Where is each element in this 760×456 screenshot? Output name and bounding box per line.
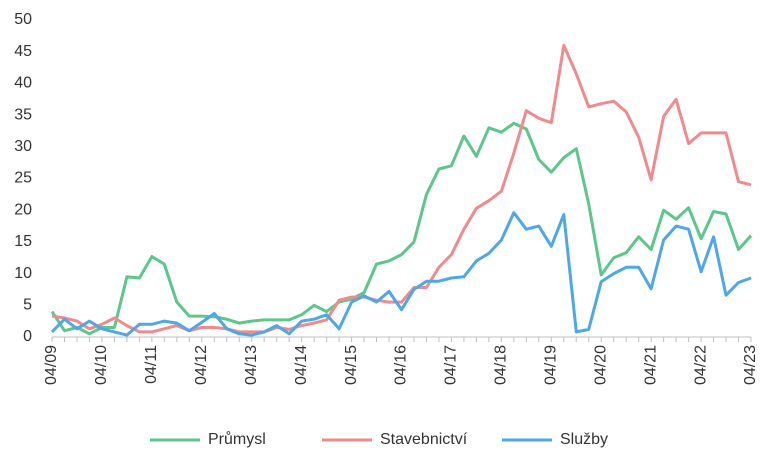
legend-label: Průmysl <box>208 430 266 448</box>
x-tick-label: 04/11 <box>143 345 160 384</box>
series-line <box>50 121 753 336</box>
y-tick-label: 50 <box>14 11 32 28</box>
x-tick-label: 04/22 <box>692 345 709 385</box>
y-tick-label: 15 <box>14 233 32 250</box>
y-tick-label: 10 <box>14 265 32 282</box>
x-tick-label: 04/15 <box>343 345 360 385</box>
x-tick-label: 04/09 <box>43 345 60 385</box>
y-tick-label: 45 <box>14 43 32 60</box>
y-tick-label: 0 <box>23 328 32 345</box>
legend-label: Služby <box>560 431 608 448</box>
y-tick-label: 35 <box>14 106 32 123</box>
y-tick-label: 5 <box>23 297 32 314</box>
y-tick-label: 20 <box>14 201 32 218</box>
series-line <box>50 211 752 337</box>
x-tick-label: 04/21 <box>642 345 659 385</box>
x-tick-label: 04/16 <box>393 345 410 385</box>
x-tick-label: 04/19 <box>543 345 560 385</box>
legend-label: Stavebnictví <box>380 431 468 448</box>
x-tick-label: 04/12 <box>193 345 210 385</box>
y-tick-label: 40 <box>14 75 32 92</box>
x-tick-label: 04/13 <box>243 345 260 385</box>
x-tick-label: 04/14 <box>293 345 310 385</box>
x-tick-label: 04/18 <box>493 345 510 385</box>
series-line <box>51 43 752 334</box>
x-tick-label: 04/20 <box>592 345 609 385</box>
y-tick-label: 25 <box>14 170 32 187</box>
x-tick-label: 04/10 <box>93 345 110 385</box>
x-tick-label: 04/17 <box>443 345 460 385</box>
x-tick-label: 04/23 <box>742 345 759 385</box>
y-tick-label: 30 <box>14 138 32 155</box>
